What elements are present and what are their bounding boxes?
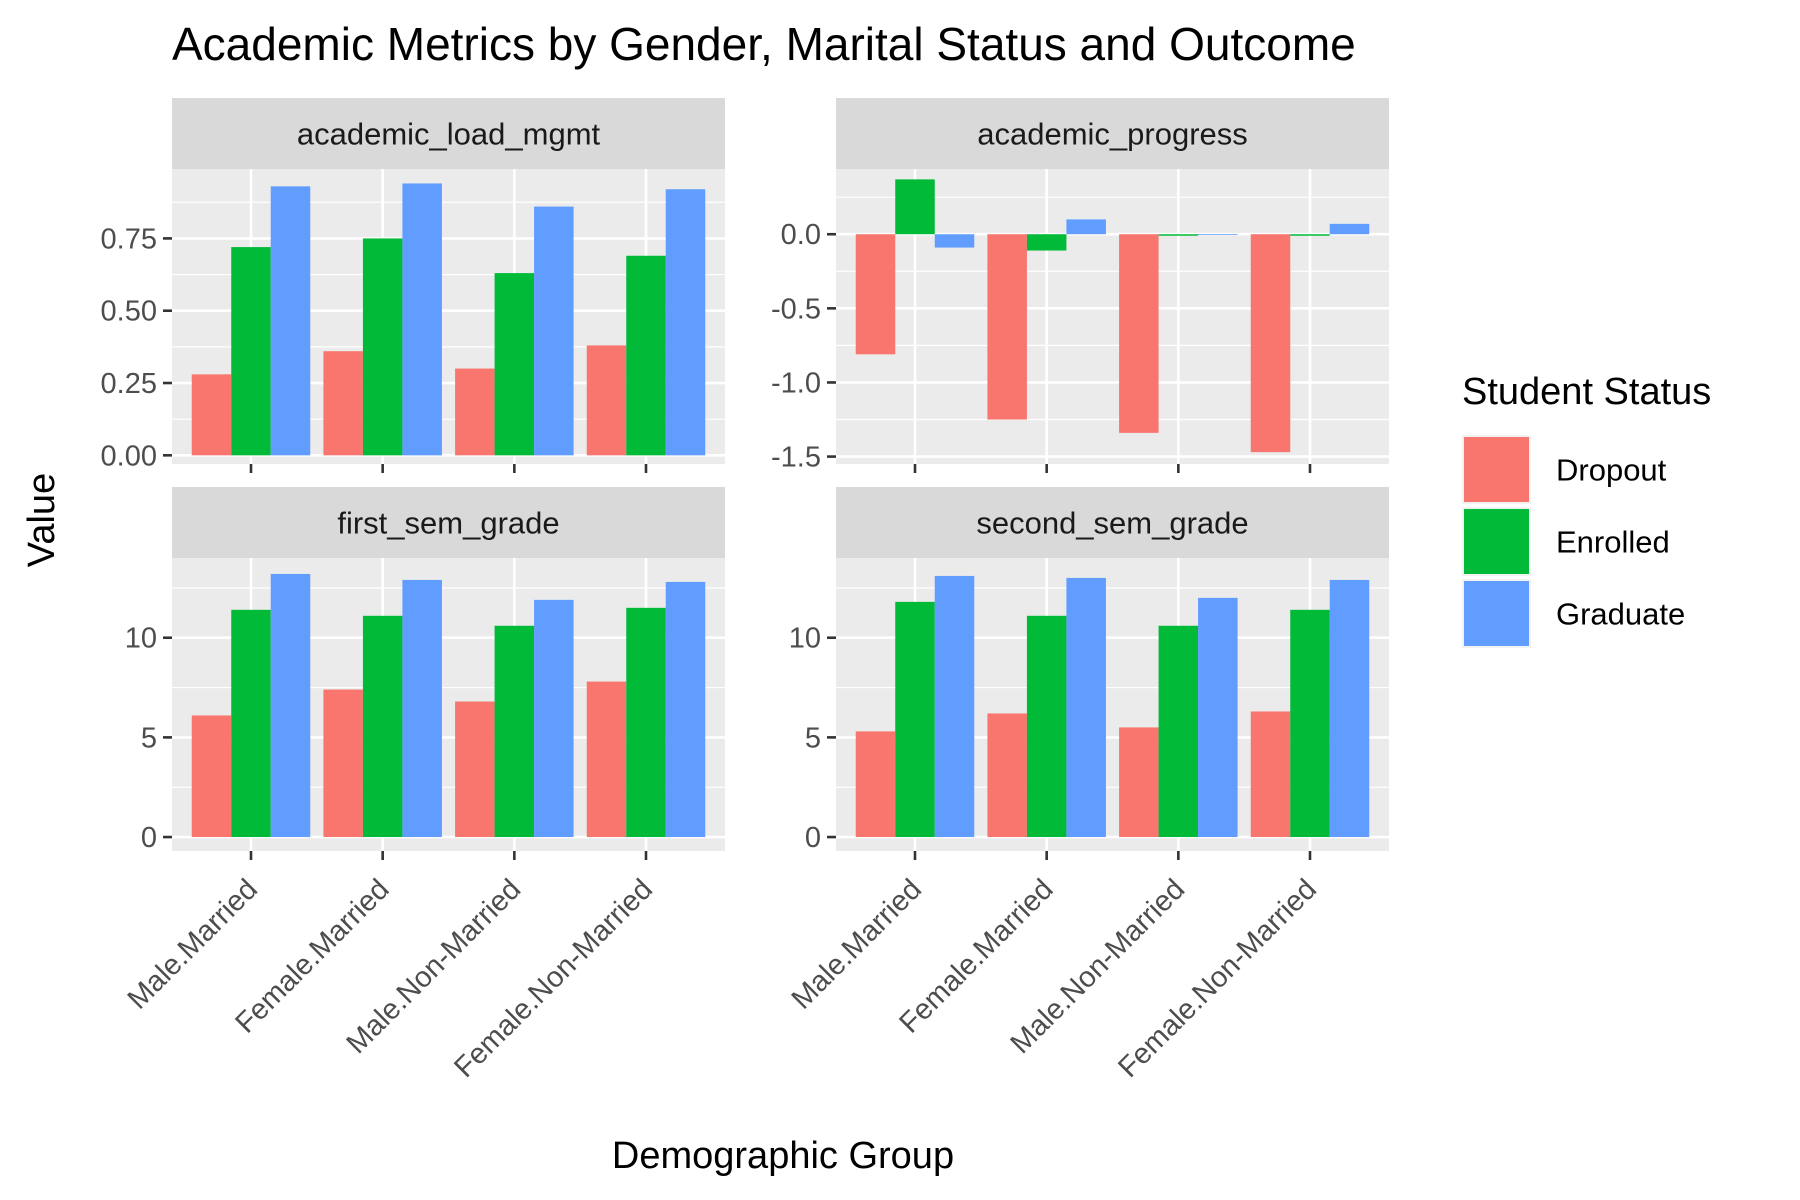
legend-key-dropout (1464, 437, 1529, 502)
y-tick-label: 0.0 (781, 219, 821, 251)
bar-dropout-female-non-married (1250, 234, 1291, 453)
legend-key-graduate (1464, 581, 1529, 646)
bar-graduate-female-non-married (1329, 579, 1370, 838)
facet-academic-progress: academic_progress -1.5 -1.0 -0.5 0.0 (771, 98, 1389, 474)
bar-graduate-female-married (402, 579, 442, 838)
bar-dropout-male-married (191, 715, 232, 838)
bar-dropout-male-married (191, 374, 232, 456)
facets-layer: academic_load_mgmt0.000.250.500.75academ… (101, 98, 1389, 1084)
bar-graduate-female-non-married (665, 189, 706, 456)
legend: Student Status Dropout Enrolled Graduate (1462, 371, 1711, 648)
bar-dropout-female-non-married (586, 345, 627, 456)
bar-enrolled-female-married (1026, 234, 1067, 251)
bar-enrolled-female-non-married (1290, 609, 1330, 838)
facet-strip-label: second_sem_grade (976, 506, 1248, 541)
bar-graduate-male-married (270, 186, 311, 456)
bar-graduate-female-non-married (1329, 223, 1370, 235)
bar-dropout-female-married (323, 351, 363, 456)
legend-title: Student Status (1462, 371, 1711, 413)
x-tick-label: Male.Married (122, 873, 264, 1015)
bar-dropout-female-married (987, 713, 1027, 838)
bar-graduate-female-non-married (665, 581, 706, 838)
facet-strip (172, 98, 725, 169)
facet-first-sem-grade: first_sem_grade0510Male.MarriedFemale.Ma… (122, 487, 725, 1084)
facet-academic-load-mgmt: academic_load_mgmt 0.00 0.25 0.50 0.75 (101, 98, 725, 473)
bar-dropout-male-non-married (455, 701, 495, 838)
bar-enrolled-male-non-married (494, 625, 535, 838)
bar-enrolled-male-married (895, 601, 935, 838)
y-tick-label: 5 (805, 722, 821, 754)
bar-dropout-male-non-married (1119, 234, 1159, 433)
bar-enrolled-female-non-married (626, 255, 666, 456)
bar-enrolled-male-non-married (1158, 234, 1199, 236)
bar-enrolled-male-non-married (1158, 625, 1199, 838)
bar-dropout-female-non-married (586, 681, 627, 838)
bar-graduate-male-non-married (534, 599, 574, 838)
bar-enrolled-female-married (362, 615, 403, 838)
y-tick-label: 0.75 (101, 223, 157, 255)
bar-graduate-male-married (934, 575, 975, 838)
facet-strip-label: academic_load_mgmt (297, 117, 601, 152)
facet-strip (836, 487, 1389, 558)
bar-dropout-male-married (855, 731, 896, 838)
y-tick-label: -0.5 (771, 293, 821, 325)
legend-item-graduate: Graduate (1462, 579, 1685, 648)
bar-graduate-male-non-married (1198, 234, 1238, 236)
y-axis-title: Value (21, 473, 63, 567)
bar-enrolled-male-non-married (494, 273, 535, 456)
legend-label-enrolled: Enrolled (1556, 525, 1670, 560)
y-tick-label: -1.0 (771, 367, 821, 399)
bar-dropout-male-non-married (1119, 727, 1159, 838)
bar-graduate-male-non-married (1198, 597, 1238, 838)
bar-graduate-male-married (934, 234, 975, 248)
bar-dropout-female-married (323, 689, 363, 838)
y-tick-label: 0.25 (101, 368, 157, 400)
bar-dropout-female-married (987, 234, 1027, 420)
y-tick-label: 0.50 (101, 296, 157, 328)
y-tick-label: 0 (805, 822, 821, 854)
x-axis-title: Demographic Group (612, 1135, 954, 1177)
bar-enrolled-male-married (895, 179, 935, 235)
legend-label-dropout: Dropout (1556, 453, 1667, 488)
legend-key-enrolled (1464, 509, 1529, 574)
legend-label-graduate: Graduate (1556, 597, 1685, 632)
bar-dropout-female-non-married (1250, 711, 1291, 838)
bar-dropout-male-married (855, 234, 896, 355)
facet-strip-label: academic_progress (977, 117, 1248, 152)
bar-enrolled-female-married (1026, 615, 1067, 838)
facet-strip-label: first_sem_grade (337, 506, 559, 541)
y-tick-label: 0 (141, 822, 157, 854)
bar-graduate-female-married (1066, 577, 1106, 838)
legend-item-dropout: Dropout (1462, 435, 1667, 504)
bar-graduate-male-married (270, 573, 311, 838)
facet-strip (836, 98, 1389, 169)
y-tick-label: 10 (125, 623, 157, 655)
bar-graduate-female-married (402, 183, 442, 456)
y-tick-label: 5 (141, 722, 157, 754)
y-tick-label: -1.5 (771, 442, 821, 474)
bar-enrolled-female-non-married (626, 607, 666, 838)
bar-dropout-male-non-married (455, 368, 495, 456)
bar-graduate-female-married (1066, 219, 1106, 235)
bar-enrolled-male-married (231, 247, 271, 456)
bar-graduate-male-non-married (534, 206, 574, 456)
legend-item-enrolled: Enrolled (1462, 507, 1670, 576)
y-tick-label: 10 (789, 623, 821, 655)
bar-enrolled-male-married (231, 609, 271, 838)
chart-title: Academic Metrics by Gender, Marital Stat… (172, 18, 1356, 70)
facet-second-sem-grade: second_sem_grade0510Male.MarriedFemale.M… (786, 487, 1389, 1084)
bar-enrolled-female-non-married (1290, 234, 1330, 236)
x-tick-label: Male.Married (786, 873, 928, 1015)
bar-enrolled-female-married (362, 238, 403, 456)
y-tick-label: 0.00 (101, 440, 157, 472)
facet-strip (172, 487, 725, 558)
